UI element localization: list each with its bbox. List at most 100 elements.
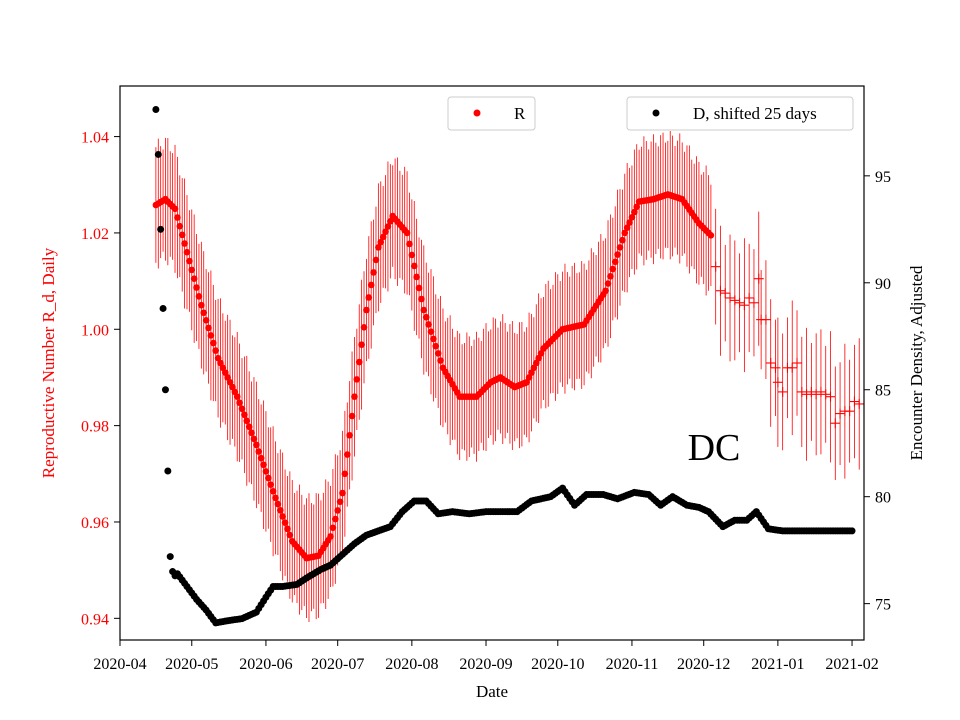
r-point <box>334 507 341 514</box>
r-point <box>190 275 198 282</box>
r-point <box>260 461 267 469</box>
r-point <box>425 321 432 328</box>
r-point <box>418 295 425 303</box>
r-point <box>614 251 621 258</box>
r-point <box>377 238 385 246</box>
r-point <box>250 435 258 443</box>
legend-d: D, shifted 25 days <box>626 96 854 131</box>
r-point <box>611 258 619 266</box>
r-point <box>406 240 413 248</box>
r-point <box>360 324 368 331</box>
r-series <box>152 191 865 562</box>
r-point <box>193 284 200 291</box>
r-point <box>631 208 638 216</box>
d-point <box>161 386 169 394</box>
r-point <box>375 244 382 251</box>
r-point <box>341 470 349 478</box>
x-tick-label: 2021-02 <box>825 656 878 673</box>
x-tick-label: 2020-06 <box>239 656 292 673</box>
r-point <box>284 525 291 533</box>
r-point <box>604 280 612 287</box>
r-point <box>434 350 442 357</box>
r-point <box>243 417 251 425</box>
r-point <box>607 272 614 280</box>
r-point <box>346 431 353 439</box>
r-point <box>200 309 208 317</box>
r-point <box>623 224 631 232</box>
r-point <box>248 429 255 437</box>
x-tick-label: 2020-10 <box>531 656 584 673</box>
legend-d-label: D, shifted 25 days <box>693 104 817 123</box>
r-point <box>363 306 370 314</box>
r-point <box>348 412 356 420</box>
r-errorbar-group <box>155 131 860 623</box>
r-point <box>176 222 184 230</box>
x-tick-label: 2020-12 <box>677 656 730 673</box>
x-axis: 2020-04 2020-05 2020-06 2020-07 2020-08 2020-… <box>93 640 879 673</box>
r-point <box>415 284 423 292</box>
r-point <box>281 519 289 526</box>
r-point <box>274 500 282 508</box>
r-point <box>609 265 617 273</box>
d-point <box>152 106 160 114</box>
r-point <box>279 513 286 520</box>
legend-r-marker <box>473 109 481 117</box>
r-point <box>205 324 212 332</box>
r-point <box>413 273 420 281</box>
x-axis-label: Date <box>476 682 508 701</box>
left-y-tick-label: 1.04 <box>81 130 109 147</box>
r-point <box>207 332 215 339</box>
r-point <box>276 506 284 514</box>
r-point <box>238 405 246 413</box>
r-point <box>329 524 337 532</box>
d-series <box>152 106 856 627</box>
right-y-tick-label: 85 <box>875 383 891 400</box>
r-point <box>367 281 375 289</box>
r-point <box>365 294 373 301</box>
r-point <box>351 393 358 401</box>
legend-r-frame <box>447 96 536 131</box>
x-tick-label: 2021-01 <box>751 656 804 673</box>
r-point <box>253 441 260 449</box>
r-point <box>186 257 193 265</box>
left-y-tick-label: 1.02 <box>81 226 109 243</box>
r-point <box>209 339 217 347</box>
r-point <box>171 205 179 213</box>
r-point <box>626 219 633 226</box>
r-point <box>188 266 196 274</box>
legend-r: R <box>447 96 536 131</box>
r-point <box>339 489 346 497</box>
d-point <box>166 553 174 561</box>
left-y-tick-label: 0.96 <box>81 515 109 532</box>
r-point <box>707 232 715 239</box>
r-point <box>178 231 186 239</box>
x-tick-label: 2020-07 <box>311 656 364 673</box>
r-point <box>183 248 191 256</box>
r-point <box>332 515 339 523</box>
r-point <box>241 411 248 419</box>
x-tick-label: 2020-11 <box>606 656 659 673</box>
d-point <box>848 527 856 535</box>
legend-d-frame <box>626 96 854 131</box>
r-point <box>202 317 210 324</box>
r-point <box>358 341 365 348</box>
r-point <box>628 213 636 221</box>
left-y-tick-label: 0.94 <box>81 611 109 628</box>
r-point <box>245 423 253 431</box>
r-point <box>420 306 428 314</box>
region-annotation: DC <box>688 427 741 469</box>
r-point <box>269 487 277 495</box>
r-point <box>427 328 435 335</box>
d-point <box>159 304 167 312</box>
r-point <box>265 474 272 482</box>
r-point <box>327 533 334 540</box>
left-y-tick-label: 0.98 <box>81 419 109 436</box>
r-point <box>430 335 437 343</box>
r-point <box>353 376 361 383</box>
r-point <box>382 228 389 236</box>
r-point <box>272 494 279 502</box>
r-point <box>410 262 418 270</box>
r-point <box>198 301 205 309</box>
left-y-tick-label: 1.00 <box>81 322 109 339</box>
